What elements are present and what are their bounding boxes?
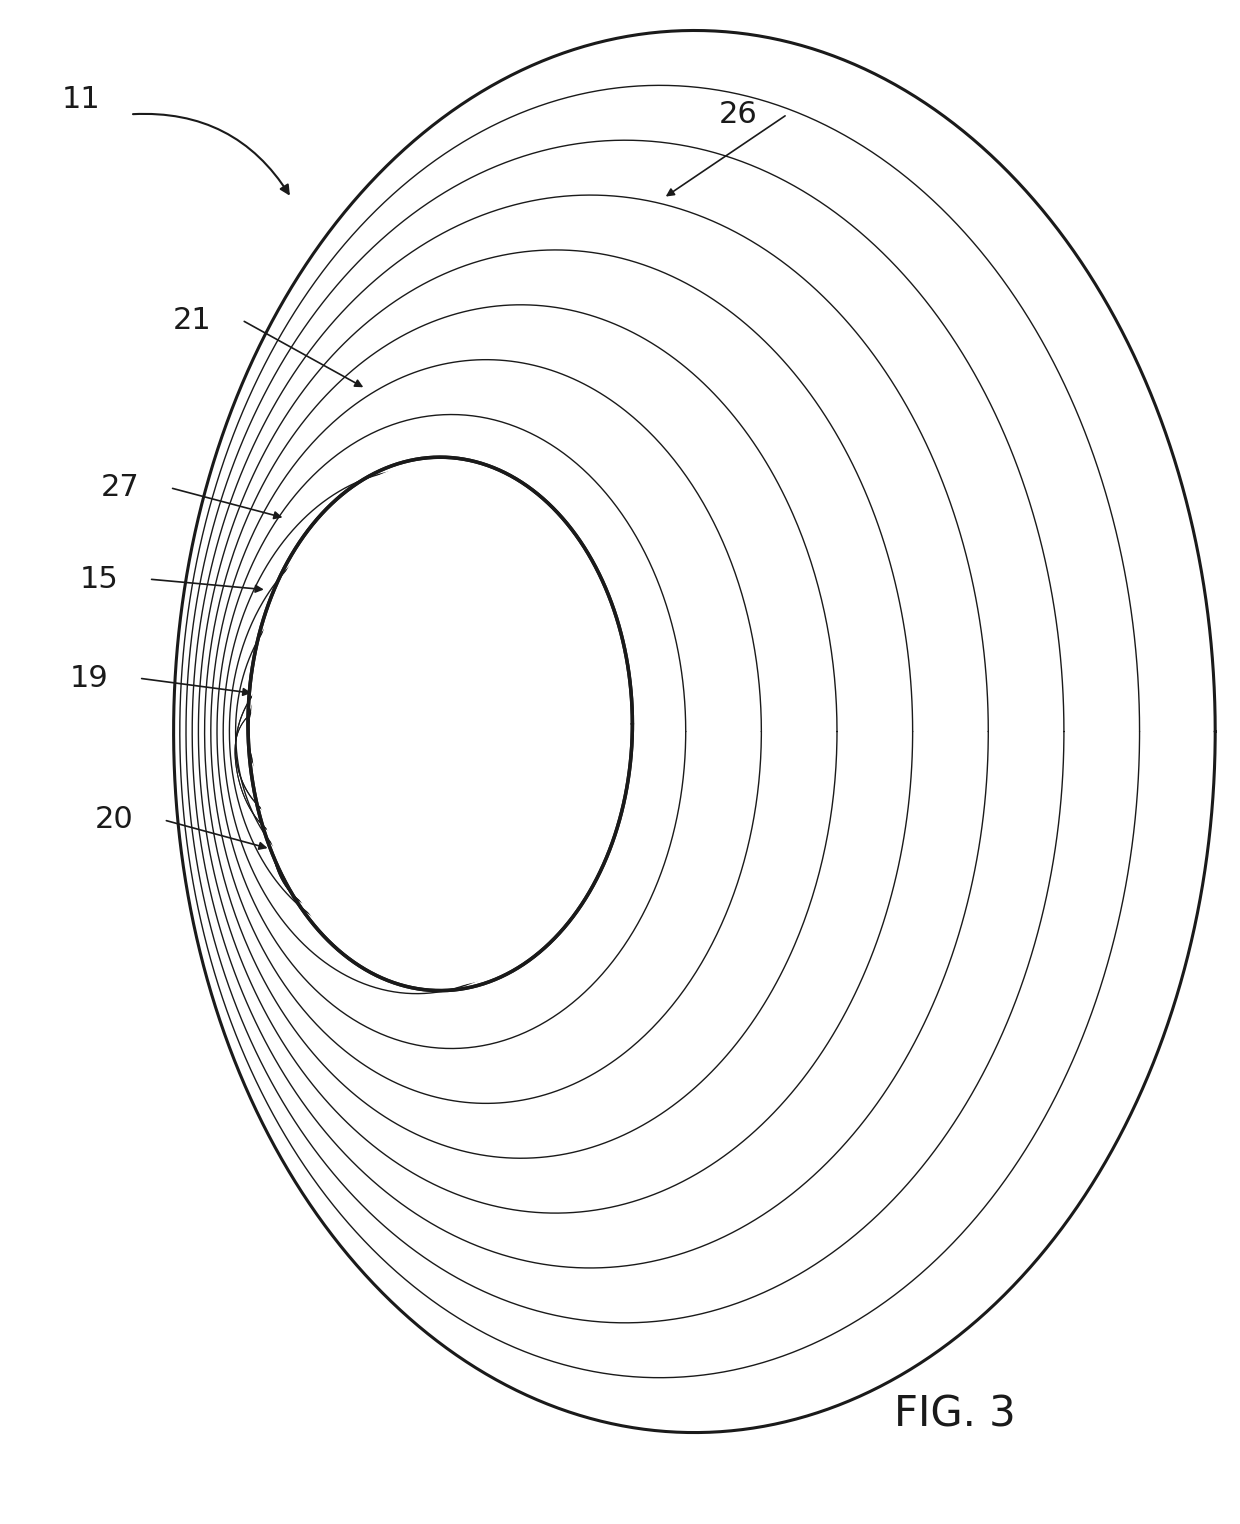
Text: 11: 11 [61,84,100,114]
Polygon shape [252,462,629,986]
Text: FIG. 3: FIG. 3 [894,1393,1016,1436]
Text: 21: 21 [172,305,212,335]
Text: 15: 15 [79,564,119,594]
Text: 27: 27 [100,472,140,503]
Text: 19: 19 [69,663,109,693]
Text: 20: 20 [94,805,134,835]
Text: 26: 26 [718,99,758,130]
